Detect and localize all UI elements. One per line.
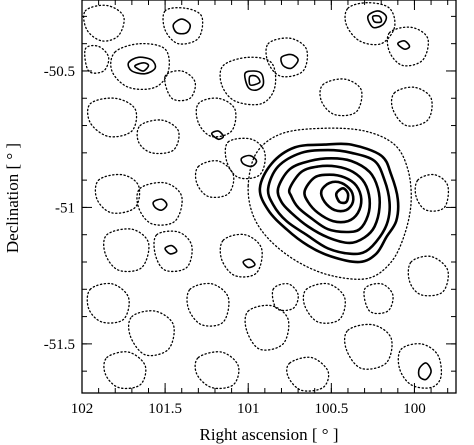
dotted-contour-dot-2: [110, 42, 170, 91]
dotted-contour-dot-35: [363, 282, 394, 315]
dotted-contour-dot-32: [84, 44, 110, 74]
dotted-contour-dot-23: [343, 323, 393, 370]
dotted-contour-dot-30: [390, 86, 433, 127]
dotted-contour-dot-17: [219, 233, 263, 278]
dotted-contour-dot-7: [386, 26, 430, 67]
solid-contour-src-i: [210, 130, 225, 141]
tick-labels: 102 101.5 101 100.5 100 -50.5 -51 -51.5: [44, 64, 426, 417]
solid-contour-src-e-outer: [366, 10, 388, 29]
dotted-contour-dot-15: [103, 228, 150, 273]
solid-contour-src-g: [417, 362, 432, 381]
dotted-contour-dot-1: [83, 4, 125, 42]
x-tick-label: 101: [237, 401, 260, 417]
solid-contour-main-contour-1: [258, 142, 400, 264]
dotted-contour-dot-18: [86, 282, 130, 324]
y-tick-label: -50.5: [44, 64, 75, 80]
dotted-contour-dot-33: [164, 70, 197, 102]
y-tick-label: -51.5: [44, 337, 75, 353]
solid-contour-src-f: [172, 18, 192, 35]
dotted-contour-dot-22: [302, 282, 346, 324]
x-tick-label: 100: [403, 401, 426, 417]
solid-contour-src-a-inner: [134, 62, 150, 72]
dotted-contour-dot-19: [128, 310, 175, 357]
solid-contour-src-j: [397, 40, 411, 50]
dotted-contour-dot-10: [195, 97, 237, 138]
dotted-contour-dot-21: [244, 304, 290, 351]
x-tick-label: 101.5: [148, 401, 182, 417]
x-tick-label: 100.5: [314, 401, 348, 417]
x-axis-label: Right ascension [ ° ]: [200, 425, 339, 444]
dotted-contour-dot-16: [153, 230, 193, 273]
dotted-contour-dot-28: [407, 255, 449, 297]
dotted-contour-dot-14: [194, 160, 235, 199]
solid-contour-main-contour-2: [266, 148, 392, 256]
solid-contour-src-b-outer: [243, 70, 265, 92]
x-tick-label: 102: [71, 401, 94, 417]
dotted-contour-dot-26: [286, 356, 330, 392]
dotted-contour-dot-4: [219, 56, 277, 106]
dotted-contour-dot-25: [194, 351, 240, 390]
dotted-contour-dot-27: [397, 343, 443, 389]
dotted-contour-dot-5: [265, 37, 309, 78]
contour-layer: [83, 2, 450, 392]
dotted-contour-dot-34: [271, 282, 299, 312]
solid-contour-main-contour-6: [319, 180, 355, 213]
dotted-contour-dot-9: [136, 119, 180, 155]
solid-contour-main-contour-4: [287, 164, 372, 234]
dotted-contour-dot-20: [186, 282, 230, 327]
solid-contour-main-contour-7: [334, 187, 350, 205]
plot-frame: [81, 0, 457, 394]
solid-contour-src-b-inner: [248, 74, 261, 87]
solid-contour-src-a-outer: [127, 56, 157, 75]
y-tick-label: -51: [55, 200, 75, 216]
dotted-contour-dot-11: [224, 137, 266, 180]
solid-contour-main-contour-5: [303, 173, 363, 224]
dotted-contour-dot-24: [103, 351, 147, 390]
solid-contour-src-l: [242, 258, 256, 269]
solid-contour-main-contour-3: [276, 157, 382, 245]
solid-contour-src-h: [152, 198, 168, 211]
solid-contour-src-k: [164, 244, 178, 255]
dotted-contour-dot-8: [86, 97, 138, 138]
solid-contour-src-d: [240, 154, 258, 168]
solid-contour-src-e-inner: [371, 14, 383, 24]
dotted-contour-dot-6: [344, 2, 396, 46]
dotted-contour-dot-31: [319, 78, 363, 117]
dotted-contour-dot-3: [162, 7, 204, 45]
dotted-contour-dot-29: [414, 173, 450, 212]
dotted-contour-dot-12: [94, 173, 141, 214]
dotted-contour-dot-13: [136, 181, 183, 226]
y-axis-label: Declination [ ° ]: [3, 143, 22, 253]
solid-contour-src-c: [280, 53, 299, 70]
